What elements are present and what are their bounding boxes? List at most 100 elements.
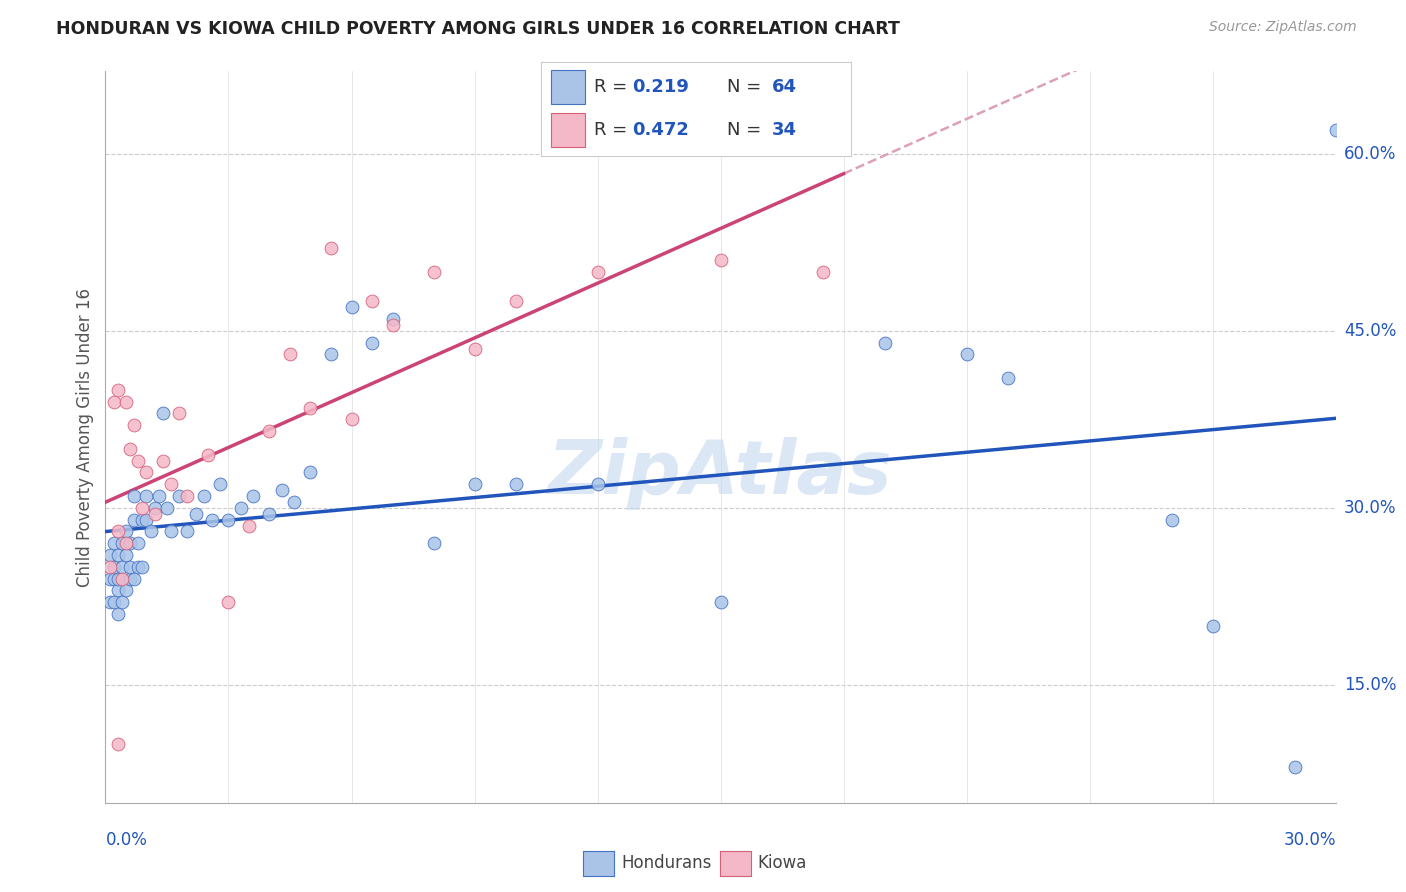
Text: 64: 64 bbox=[772, 78, 797, 95]
Point bbox=[143, 507, 166, 521]
Point bbox=[1202, 619, 1225, 633]
Point bbox=[319, 347, 342, 361]
Point bbox=[505, 477, 527, 491]
Point bbox=[218, 513, 240, 527]
Point bbox=[381, 318, 404, 332]
Point bbox=[238, 518, 260, 533]
Point bbox=[997, 371, 1019, 385]
Point bbox=[201, 513, 224, 527]
Point bbox=[361, 335, 384, 350]
Text: 15.0%: 15.0% bbox=[1344, 676, 1396, 694]
Point bbox=[1284, 760, 1306, 774]
FancyBboxPatch shape bbox=[551, 113, 585, 147]
Text: R =: R = bbox=[593, 121, 633, 139]
Text: 45.0%: 45.0% bbox=[1344, 322, 1396, 340]
Point bbox=[131, 500, 153, 515]
Point bbox=[107, 583, 129, 598]
Point bbox=[115, 394, 138, 409]
Text: 0.472: 0.472 bbox=[633, 121, 689, 139]
Text: ZipAtlas: ZipAtlas bbox=[548, 437, 893, 510]
Point bbox=[122, 418, 145, 433]
Point bbox=[505, 294, 527, 309]
Point bbox=[135, 466, 157, 480]
Point bbox=[115, 524, 138, 539]
Text: 60.0%: 60.0% bbox=[1344, 145, 1396, 163]
Point bbox=[229, 500, 252, 515]
Point bbox=[283, 495, 305, 509]
Point bbox=[103, 559, 125, 574]
Text: 0.0%: 0.0% bbox=[105, 830, 148, 848]
Point bbox=[218, 595, 240, 609]
Point bbox=[193, 489, 215, 503]
Point bbox=[111, 595, 134, 609]
Point bbox=[98, 548, 121, 562]
Point bbox=[107, 607, 129, 621]
Point bbox=[98, 559, 121, 574]
Point bbox=[98, 572, 121, 586]
Point bbox=[135, 513, 157, 527]
Point bbox=[156, 500, 179, 515]
Point bbox=[242, 489, 264, 503]
Point bbox=[122, 489, 145, 503]
Point bbox=[586, 265, 609, 279]
Point bbox=[811, 265, 834, 279]
Point bbox=[107, 383, 129, 397]
Point bbox=[135, 489, 157, 503]
Point bbox=[148, 489, 170, 503]
Point bbox=[299, 466, 322, 480]
Point bbox=[169, 489, 191, 503]
Point bbox=[98, 595, 121, 609]
Point bbox=[586, 477, 609, 491]
Point bbox=[120, 559, 141, 574]
Point bbox=[1324, 123, 1347, 137]
Point bbox=[259, 507, 281, 521]
Point bbox=[710, 595, 733, 609]
Text: HONDURAN VS KIOWA CHILD POVERTY AMONG GIRLS UNDER 16 CORRELATION CHART: HONDURAN VS KIOWA CHILD POVERTY AMONG GI… bbox=[56, 20, 900, 37]
FancyBboxPatch shape bbox=[551, 70, 585, 103]
Point bbox=[111, 536, 134, 550]
Point bbox=[120, 442, 141, 456]
Point bbox=[340, 412, 363, 426]
Point bbox=[422, 265, 444, 279]
Point bbox=[103, 572, 125, 586]
Text: Hondurans: Hondurans bbox=[621, 855, 711, 872]
Point bbox=[464, 342, 486, 356]
Point bbox=[152, 453, 174, 467]
Point bbox=[107, 548, 129, 562]
Point bbox=[422, 536, 444, 550]
Point bbox=[111, 559, 134, 574]
Point bbox=[259, 424, 281, 438]
Point bbox=[176, 524, 198, 539]
Point bbox=[209, 477, 232, 491]
Text: N =: N = bbox=[727, 78, 766, 95]
Point bbox=[710, 253, 733, 268]
Point bbox=[122, 513, 145, 527]
Point bbox=[139, 524, 162, 539]
Point bbox=[107, 524, 129, 539]
Point bbox=[160, 524, 183, 539]
Point bbox=[299, 401, 322, 415]
Point bbox=[464, 477, 486, 491]
Y-axis label: Child Poverty Among Girls Under 16: Child Poverty Among Girls Under 16 bbox=[76, 287, 94, 587]
Point bbox=[127, 559, 149, 574]
Point bbox=[143, 500, 166, 515]
Point bbox=[184, 507, 207, 521]
Point bbox=[956, 347, 979, 361]
Text: R =: R = bbox=[593, 78, 633, 95]
Point bbox=[319, 241, 342, 255]
Point bbox=[361, 294, 384, 309]
Point bbox=[103, 595, 125, 609]
Text: 34: 34 bbox=[772, 121, 797, 139]
Point bbox=[127, 453, 149, 467]
Point bbox=[381, 312, 404, 326]
Text: 30.0%: 30.0% bbox=[1344, 499, 1396, 516]
Point bbox=[120, 572, 141, 586]
Point bbox=[873, 335, 896, 350]
Point bbox=[1160, 513, 1182, 527]
Text: 30.0%: 30.0% bbox=[1284, 830, 1336, 848]
Point bbox=[120, 536, 141, 550]
Point bbox=[122, 572, 145, 586]
Point bbox=[103, 394, 125, 409]
Point bbox=[111, 572, 134, 586]
Point bbox=[107, 572, 129, 586]
